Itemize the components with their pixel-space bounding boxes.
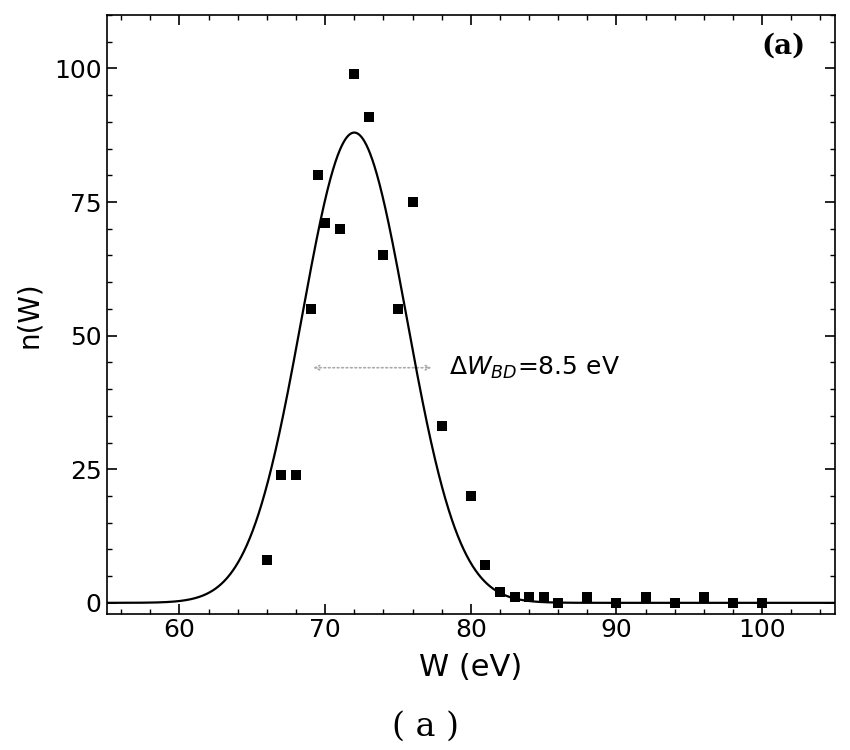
Point — [581, 592, 594, 604]
Point — [756, 597, 769, 609]
Point — [405, 196, 419, 208]
Point — [668, 597, 682, 609]
Point — [289, 469, 303, 481]
Point — [391, 303, 405, 315]
Point — [479, 560, 492, 572]
Point — [260, 554, 274, 566]
Point — [697, 592, 711, 604]
Point — [377, 250, 390, 262]
Point — [275, 469, 288, 481]
Point — [464, 490, 478, 502]
Point — [362, 110, 376, 122]
Point — [522, 592, 536, 604]
Point — [493, 586, 507, 598]
Point — [318, 217, 332, 229]
Point — [303, 303, 317, 315]
Point — [348, 68, 361, 80]
Point — [726, 597, 740, 609]
Point — [609, 597, 623, 609]
Text: ( a ): ( a ) — [392, 710, 458, 742]
Text: (a): (a) — [762, 33, 806, 60]
Text: $\Delta W_{BD}$=8.5 eV: $\Delta W_{BD}$=8.5 eV — [449, 355, 620, 381]
Point — [552, 597, 565, 609]
Point — [311, 170, 325, 182]
Point — [639, 592, 653, 604]
Point — [333, 223, 347, 235]
Point — [507, 592, 521, 604]
X-axis label: W (eV): W (eV) — [419, 653, 523, 682]
Y-axis label: n(W): n(W) — [15, 281, 43, 347]
Point — [435, 421, 449, 433]
Point — [537, 592, 551, 604]
